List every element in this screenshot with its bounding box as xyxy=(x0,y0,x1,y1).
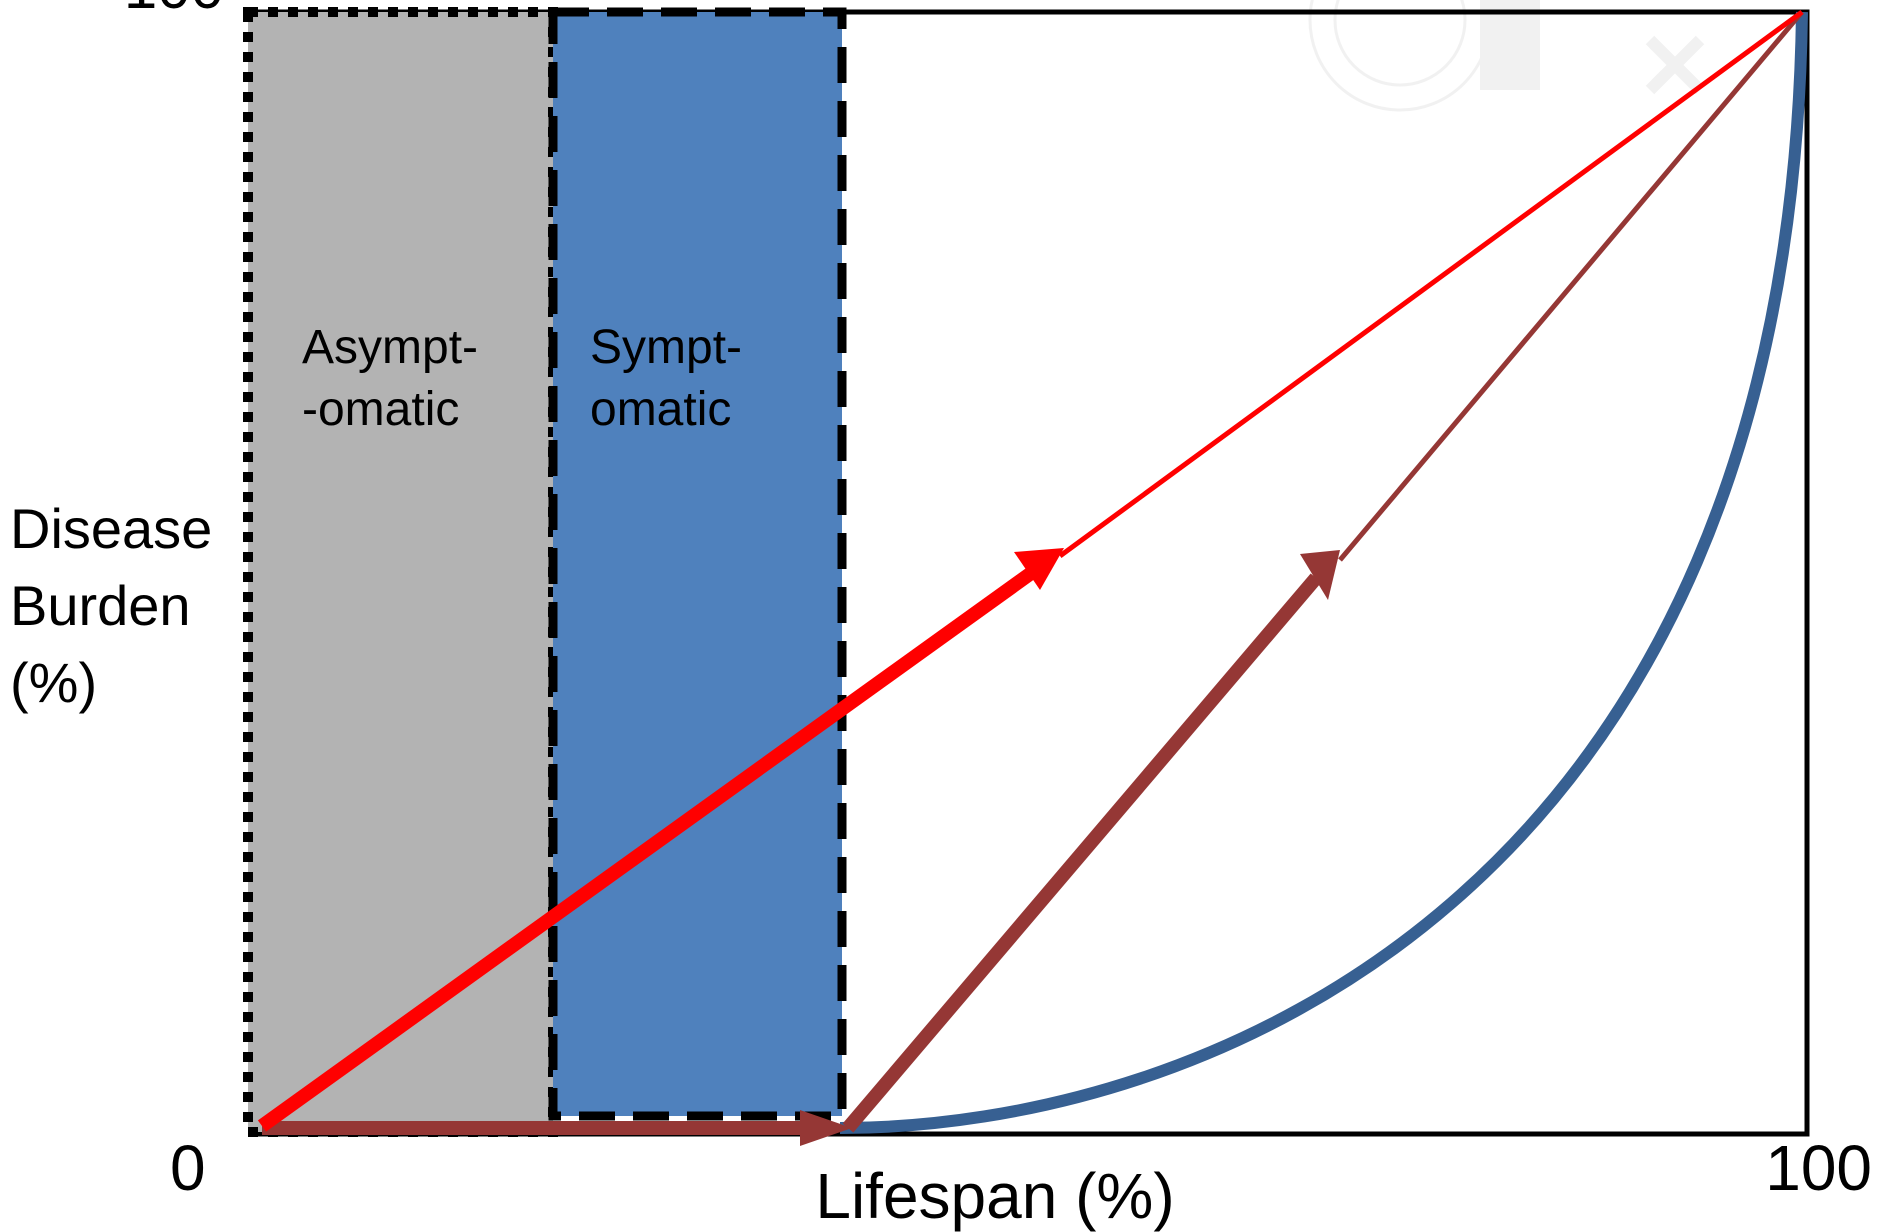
symptomatic-label-line-1: Sympt- xyxy=(590,321,742,374)
symptomatic-label-line-2: omatic xyxy=(590,383,731,436)
asymptomatic-region xyxy=(243,7,558,1137)
asymptomatic-label-line-2: -omatic xyxy=(302,383,459,436)
watermark-logo xyxy=(1308,0,1705,112)
x-axis-title: Lifespan (%) xyxy=(815,1160,1174,1232)
y-axis-title-line-2: Burden xyxy=(10,574,191,637)
asymptomatic-label: Asympt- -omatic xyxy=(302,321,491,436)
symptomatic-region xyxy=(548,7,847,1121)
x-axis-max-label: 100 xyxy=(1765,1132,1872,1204)
y-axis-title-line-1: Disease xyxy=(10,497,212,560)
symptomatic-label: Sympt- omatic xyxy=(590,321,755,436)
y-axis-title: Disease Burden (%) xyxy=(10,497,228,714)
brown-burden-path xyxy=(262,10,1804,1146)
origin-label: 0 xyxy=(170,1132,206,1204)
red-burden-path xyxy=(257,9,1804,1132)
y-axis-max-label: 100 xyxy=(124,0,224,21)
blue-burden-curve xyxy=(839,11,1808,1134)
y-axis-title-line-3: (%) xyxy=(10,651,97,714)
asymptomatic-label-line-1: Asympt- xyxy=(302,321,478,374)
